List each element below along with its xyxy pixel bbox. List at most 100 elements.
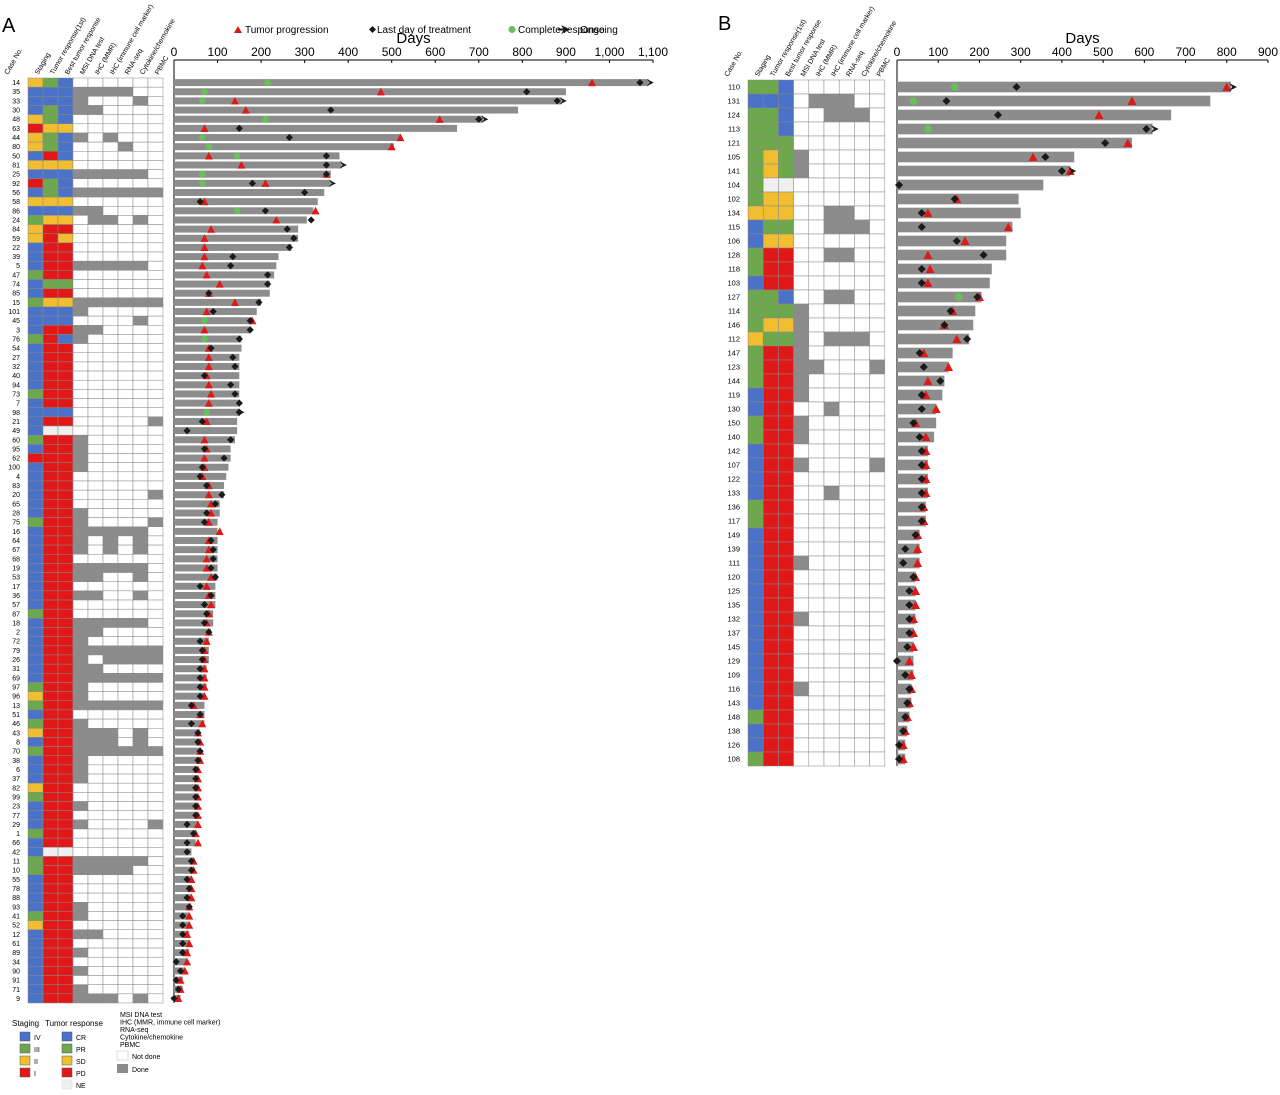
test-cell — [823, 261, 840, 277]
test-cell — [808, 149, 825, 165]
tumor-response-cell — [762, 541, 779, 557]
test-cell — [132, 700, 149, 711]
test-cell — [102, 187, 119, 198]
staging-cell — [747, 625, 764, 641]
test-cell — [117, 141, 134, 152]
tumor-response-cell — [762, 737, 779, 753]
test-cell — [793, 191, 810, 207]
last-treatment-marker — [946, 306, 955, 316]
test-cell — [117, 709, 134, 720]
test-cell — [147, 856, 164, 866]
test-cell — [117, 819, 134, 830]
test-cell — [72, 416, 89, 427]
tumor-response-cell — [762, 205, 779, 221]
test-cell — [854, 471, 870, 487]
test-cell — [72, 398, 89, 408]
test-cell — [87, 508, 104, 518]
test-cell — [87, 361, 104, 372]
test-cell — [102, 224, 119, 234]
test-cell — [132, 196, 149, 207]
events-legend: Tumor progression Last day of treatment … — [234, 25, 618, 36]
test-cell — [72, 553, 89, 564]
tumor-response-cell — [762, 751, 779, 767]
tumor-response-cell — [42, 755, 59, 766]
tumor-response-cell — [42, 709, 59, 720]
test-cell — [808, 261, 825, 277]
staging-cell — [27, 96, 44, 106]
last-treatment-marker — [218, 491, 226, 499]
case-number: 98 — [12, 410, 20, 417]
last-treatment-marker — [290, 234, 298, 242]
test-cell — [117, 947, 134, 958]
test-cell — [869, 709, 886, 725]
case-number: 22 — [12, 245, 20, 252]
test-cell — [72, 389, 89, 399]
test-cell — [102, 892, 119, 903]
test-cell — [793, 163, 810, 179]
test-cell — [132, 251, 149, 262]
case-number: 108 — [727, 755, 740, 764]
last-treatment-marker — [952, 236, 961, 246]
test-cell — [823, 723, 840, 739]
test-cell — [87, 947, 104, 958]
tumor-response-cell — [762, 429, 779, 445]
case-row: 88 — [12, 892, 196, 903]
test-cell — [72, 343, 89, 354]
test-cell — [147, 105, 164, 115]
test-cell — [793, 723, 810, 739]
x-tick-label: 300 — [1011, 45, 1031, 59]
test-cell — [147, 151, 164, 161]
tests-legend-line: MSI DNA test — [120, 1012, 162, 1019]
staging-cell — [27, 325, 44, 335]
case-row: 103 — [727, 275, 990, 291]
last-treatment-marker — [905, 600, 914, 610]
test-cell — [132, 847, 149, 857]
staging-cell — [27, 975, 44, 985]
test-cell — [793, 653, 810, 669]
staging-cell — [747, 177, 764, 193]
complete-response-marker — [909, 97, 918, 105]
staging-cell — [747, 415, 764, 431]
staging-cell — [27, 599, 44, 610]
staging-cell — [27, 810, 44, 821]
staging-cell — [747, 121, 764, 137]
test-cell — [72, 590, 89, 601]
test-cell — [147, 416, 164, 427]
case-row: 111 — [729, 555, 923, 571]
case-number: 18 — [12, 620, 20, 627]
tumor-response-cell — [42, 187, 59, 198]
best-response-cell — [778, 121, 794, 137]
test-cell — [793, 205, 810, 221]
test-cell — [117, 370, 134, 381]
staging-cell — [27, 737, 44, 747]
x-tick-label: 100 — [208, 45, 228, 59]
staging-cell — [27, 764, 44, 775]
case-number: 89 — [12, 950, 20, 957]
case-row: 67 — [12, 544, 218, 555]
staging-cell — [27, 517, 44, 528]
test-cell — [808, 611, 825, 627]
response-legend-swatch — [61, 1043, 73, 1054]
duration-bar — [897, 123, 1153, 135]
test-cell — [869, 331, 886, 347]
test-cell — [838, 359, 855, 375]
last-treatment-marker — [264, 271, 272, 279]
test-cell — [838, 177, 855, 193]
test-cell — [87, 673, 104, 683]
staging-cell — [27, 260, 44, 271]
test-cell — [823, 611, 840, 627]
case-row: 53 — [12, 572, 219, 582]
last-treatment-marker — [185, 884, 193, 893]
last-treatment-marker — [200, 445, 209, 453]
test-cell — [854, 513, 870, 529]
case-number: 145 — [727, 643, 740, 652]
test-cell — [72, 196, 89, 207]
case-row: 29 — [12, 819, 202, 830]
duration-bar — [174, 454, 231, 462]
test-cell — [117, 645, 134, 656]
case-number: 32 — [12, 364, 20, 371]
test-cell — [102, 215, 119, 225]
staging-cell — [27, 187, 44, 198]
test-cell — [823, 149, 840, 165]
last-treatment-marker — [905, 628, 914, 638]
